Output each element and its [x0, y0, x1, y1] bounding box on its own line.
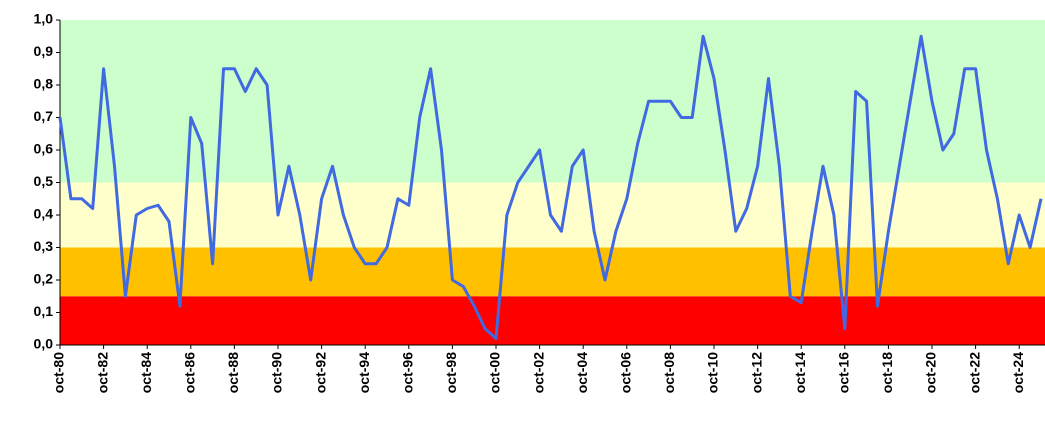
background-band [60, 20, 1045, 183]
x-tick-label: oct-84 [138, 352, 154, 393]
x-tick-label: oct-96 [400, 352, 416, 393]
x-tick-label: oct-86 [182, 352, 198, 393]
y-tick-label: 0,5 [34, 173, 54, 189]
y-tick-label: 0,2 [34, 271, 54, 287]
x-tick-label: oct-80 [51, 352, 67, 393]
x-tick-label: oct-20 [923, 352, 939, 393]
y-tick-label: 0,8 [34, 76, 54, 92]
x-tick-label: oct-92 [312, 352, 328, 393]
x-tick-label: oct-98 [443, 352, 459, 393]
x-tick-label: oct-02 [530, 352, 546, 393]
x-tick-label: oct-10 [705, 352, 721, 393]
x-tick-label: oct-24 [1010, 352, 1026, 393]
x-tick-label: oct-18 [879, 352, 895, 393]
y-tick-label: 0,9 [34, 43, 54, 59]
x-tick-label: oct-90 [269, 352, 285, 393]
y-tick-label: 0,3 [34, 238, 54, 254]
y-tick-label: 1,0 [34, 11, 54, 27]
x-tick-label: oct-00 [487, 352, 503, 393]
x-tick-label: oct-82 [94, 352, 110, 393]
y-tick-label: 0,0 [34, 336, 54, 352]
y-tick-label: 0,1 [34, 303, 54, 319]
x-tick-label: oct-06 [618, 352, 634, 393]
x-tick-label: oct-22 [966, 352, 982, 393]
y-tick-label: 0,7 [34, 108, 54, 124]
x-tick-label: oct-16 [836, 352, 852, 393]
background-band [60, 247, 1045, 297]
x-tick-label: oct-04 [574, 352, 590, 393]
x-tick-label: oct-94 [356, 352, 372, 393]
x-tick-label: oct-12 [748, 352, 764, 393]
x-tick-label: oct-08 [661, 352, 677, 393]
background-band [60, 182, 1045, 248]
x-tick-label: oct-88 [225, 352, 241, 393]
y-tick-label: 0,4 [34, 206, 54, 222]
series-line [58, 34, 1043, 340]
x-tick-label: oct-14 [792, 352, 808, 393]
y-tick-label: 0,6 [34, 141, 54, 157]
background-band [60, 296, 1045, 345]
